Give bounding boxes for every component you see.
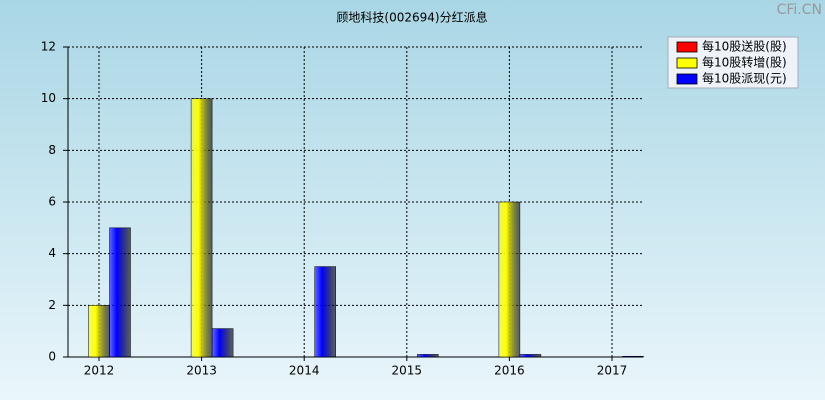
bar [109, 227, 131, 358]
y-tick-label: 12 [41, 40, 56, 54]
y-tick-label: 4 [48, 246, 56, 260]
y-tick-label: 2 [48, 298, 56, 312]
x-tick-label: 2014 [289, 364, 320, 378]
watermark: CFi.CN [777, 2, 822, 18]
y-tick-label: 0 [48, 350, 56, 364]
legend-label: 每10股转增(股) [702, 55, 787, 70]
bar [190, 98, 213, 358]
bar [314, 266, 336, 358]
legend-swatch [676, 73, 698, 85]
y-tick-label: 10 [41, 91, 56, 105]
chart-title: 顾地科技(002694)分红派息 [336, 10, 487, 25]
bar [417, 354, 439, 358]
bar [211, 328, 234, 358]
x-tick-label: 2013 [186, 364, 217, 378]
bar [519, 354, 542, 358]
legend-swatch [676, 41, 698, 53]
y-tick-label: 6 [48, 195, 56, 209]
y-tick-label: 8 [48, 143, 56, 157]
bar [88, 305, 110, 358]
x-tick-label: 2017 [597, 364, 628, 378]
x-tick-label: 2015 [392, 364, 423, 378]
legend-label: 每10股派现(元) [702, 71, 787, 86]
bar [498, 201, 521, 358]
x-tick-label: 2016 [494, 364, 525, 378]
legend-swatch [676, 57, 698, 69]
bar [622, 355, 644, 358]
x-tick-label: 2012 [84, 364, 115, 378]
legend-label: 每10股送股(股) [702, 39, 787, 54]
